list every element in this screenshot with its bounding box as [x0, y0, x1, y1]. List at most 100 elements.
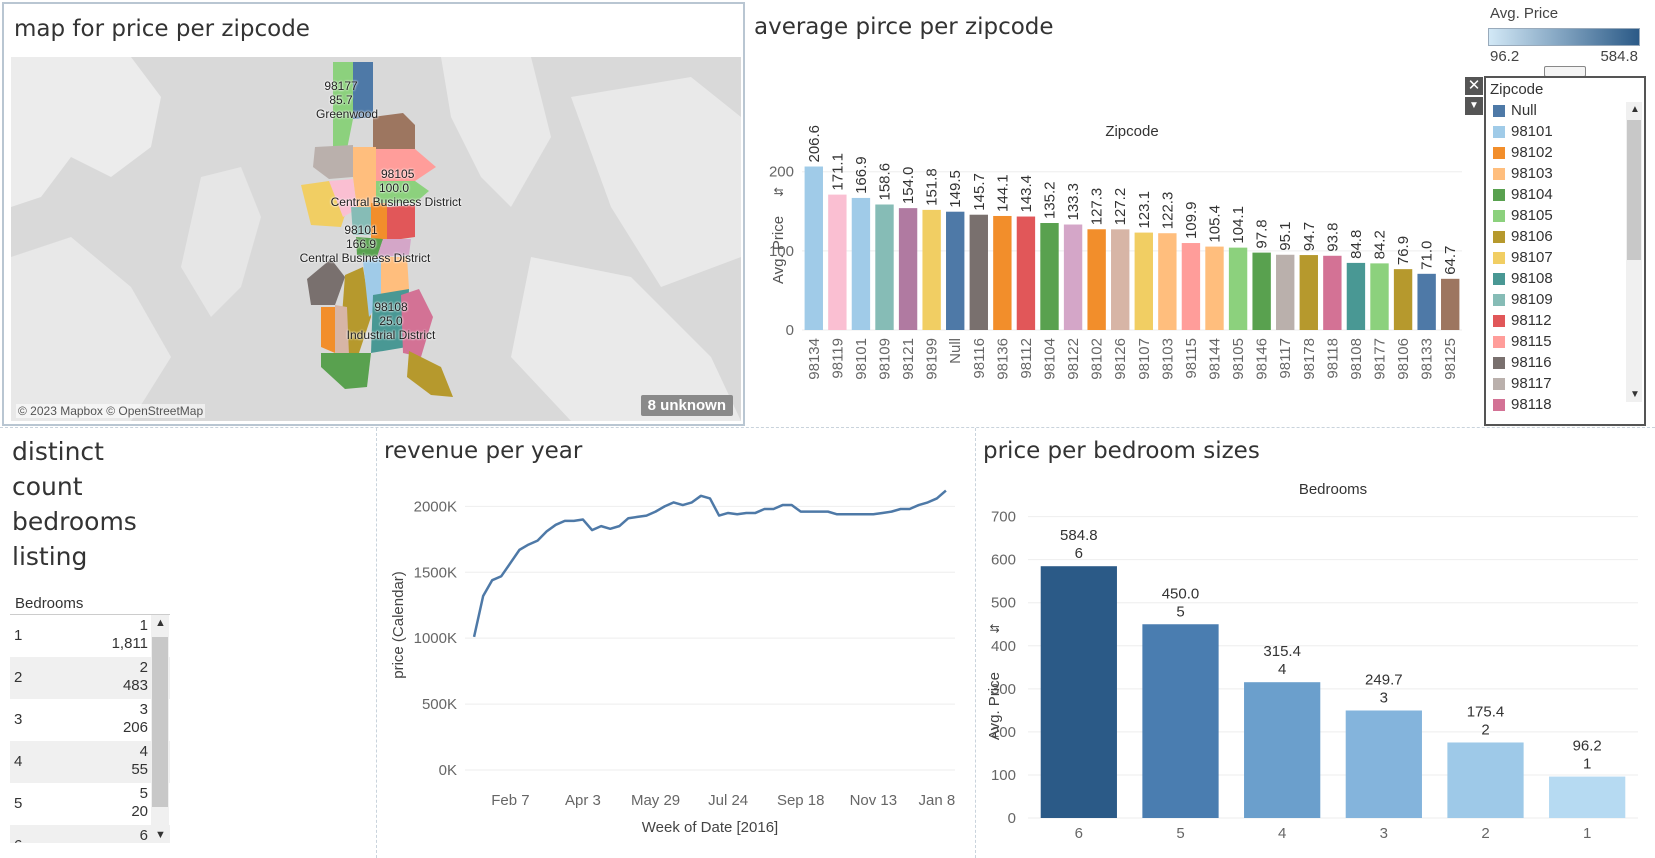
- y-tick-label: 2000K: [414, 498, 457, 515]
- table-row[interactable]: 4 4 55: [10, 741, 170, 783]
- zip-region[interactable]: [356, 237, 383, 257]
- map-label-line: Central Business District: [330, 195, 462, 209]
- zip-region[interactable]: [371, 289, 409, 353]
- unknown-badge[interactable]: 8 unknown: [640, 395, 733, 416]
- row-divider: [0, 427, 1655, 428]
- zip-region[interactable]: [351, 207, 371, 235]
- zip-region[interactable]: [329, 179, 357, 217]
- title-line: bedrooms: [12, 507, 137, 536]
- table-scroll-thumb[interactable]: [152, 637, 168, 807]
- zip-region[interactable]: [321, 353, 371, 389]
- map-label-line: 98101: [344, 223, 378, 237]
- legend-item-98101[interactable]: 98101: [1486, 121, 1644, 142]
- legend-label: 98117: [1511, 375, 1552, 392]
- bar-value-label: 154.0: [900, 167, 917, 205]
- revenue-line: [472, 489, 947, 638]
- x-tick-label: 5: [1176, 825, 1184, 842]
- legend-item-98106[interactable]: 98106: [1486, 226, 1644, 247]
- bar-value-label: 450.0: [1162, 585, 1200, 602]
- zip-region[interactable]: [307, 259, 345, 305]
- table-row[interactable]: 2 2 483: [10, 657, 170, 699]
- cell-count: 55: [131, 761, 148, 778]
- bedrooms-table[interactable]: 111,81122483332064455552066: [10, 615, 170, 843]
- legend-item-98112[interactable]: 98112: [1486, 310, 1644, 331]
- legend-item-98105[interactable]: 98105: [1486, 205, 1644, 226]
- legend-label: 98103: [1511, 165, 1553, 182]
- x-tick-label: 98199: [924, 338, 941, 380]
- legend-item-98103[interactable]: 98103: [1486, 163, 1644, 184]
- legend-item-98109[interactable]: 98109: [1486, 289, 1644, 310]
- legend-item-98116[interactable]: 98116: [1486, 352, 1644, 373]
- dropdown-icon[interactable]: ▼: [1465, 97, 1483, 115]
- bar-value-label: 166.9: [853, 156, 870, 194]
- bedroom-bar-chart[interactable]: Bedrooms 0 100 200 300 400 500 600 700 Avg. Price…: [978, 478, 1650, 856]
- scroll-up-icon[interactable]: ▲: [1630, 104, 1640, 115]
- x-tick-label: 98112: [1018, 338, 1035, 379]
- bar: [1441, 278, 1460, 330]
- legend-item-null[interactable]: Null: [1486, 100, 1644, 121]
- zip-bar-chart[interactable]: Zipcode 0 100 200 Avg. Price ⇵ 206.6 98134 171.1…: [750, 120, 1484, 415]
- zipcode-legend-list: Null 98101 98102 98103 98104 98105 98106 98107 9…: [1486, 100, 1644, 415]
- x-tick-label: 98134: [806, 338, 823, 380]
- legend-item-98104[interactable]: 98104: [1486, 184, 1644, 205]
- legend-swatch: [1493, 377, 1505, 390]
- scroll-down-icon[interactable]: ▼: [1630, 389, 1640, 400]
- legend-item-98118[interactable]: 98118: [1486, 394, 1644, 415]
- legend-swatch: [1493, 293, 1505, 306]
- legend-max: 584.8: [1600, 48, 1638, 65]
- x-tick-label: 98144: [1207, 338, 1224, 380]
- bar-value-label: 135.2: [1042, 181, 1059, 219]
- y-axis-label: Avg. Price: [770, 216, 787, 284]
- zip-region[interactable]: [333, 62, 353, 149]
- legend-item-98117[interactable]: 98117: [1486, 373, 1644, 394]
- legend-scroll-thumb[interactable]: [1627, 120, 1641, 260]
- legend-item-98115[interactable]: 98115: [1486, 331, 1644, 352]
- zip-region[interactable]: [401, 289, 433, 357]
- table-row[interactable]: 1 1 1,811: [10, 615, 170, 657]
- scroll-down-icon[interactable]: ▼: [155, 829, 166, 841]
- bar-value-label: 151.8: [924, 168, 941, 206]
- zip-region[interactable]: [381, 257, 409, 295]
- zip-region[interactable]: [321, 307, 335, 353]
- legend-swatch: [1493, 104, 1505, 117]
- bar: [875, 204, 894, 330]
- legend-swatch: [1493, 251, 1505, 264]
- zip-region[interactable]: [373, 113, 415, 149]
- table-row[interactable]: 5 5 20: [10, 783, 170, 825]
- revenue-line-chart[interactable]: 0K 500K 1000K 1500K 2000K price (Calendar) Feb…: [380, 480, 972, 855]
- close-icon[interactable]: ✕: [1465, 77, 1483, 95]
- bar-value-label: 145.7: [971, 173, 988, 211]
- bar: [898, 208, 918, 330]
- table-row[interactable]: 66: [10, 825, 170, 843]
- legend-scrollbar[interactable]: ▲ ▼: [1626, 102, 1642, 402]
- zip-region[interactable]: [313, 145, 353, 179]
- zipcode-map[interactable]: 98177 85.7 Greenwood 98105 100.0 Central…: [11, 57, 741, 421]
- table-row[interactable]: 3 3 206: [10, 699, 170, 741]
- x-tick-label: 98146: [1254, 338, 1271, 380]
- legend-item-98108[interactable]: 98108: [1486, 268, 1644, 289]
- map-label-98108: 98108 25.0 Industrial District: [336, 300, 446, 342]
- x-tick-label: 98106: [1395, 338, 1412, 380]
- zip-region[interactable]: [353, 147, 376, 209]
- zip-region[interactable]: [376, 149, 436, 181]
- zip-chart-header: Zipcode: [1105, 123, 1158, 140]
- bar: [851, 197, 871, 330]
- table-scrollbar[interactable]: ▲ ▼: [151, 615, 169, 843]
- zip-region[interactable]: [377, 239, 411, 257]
- legend-item-98102[interactable]: 98102: [1486, 142, 1644, 163]
- bar: [1040, 223, 1059, 330]
- map-label-line: 98177: [324, 79, 358, 93]
- zip-region[interactable]: [371, 203, 387, 241]
- zip-region[interactable]: [407, 351, 453, 397]
- scroll-up-icon[interactable]: ▲: [155, 617, 166, 629]
- x-tick-label: Apr 3: [565, 792, 601, 809]
- map-attribution: © 2023 Mapbox © OpenStreetMap: [16, 404, 206, 418]
- zip-region[interactable]: [335, 305, 349, 357]
- zip-region[interactable]: [387, 205, 415, 241]
- y-tick-label: 600: [991, 552, 1016, 569]
- row-key: 4: [14, 753, 23, 770]
- zip-region[interactable]: [353, 62, 373, 119]
- zip-region[interactable]: [376, 181, 429, 203]
- map-title: map for price per zipcode: [14, 16, 310, 42]
- legend-item-98107[interactable]: 98107: [1486, 247, 1644, 268]
